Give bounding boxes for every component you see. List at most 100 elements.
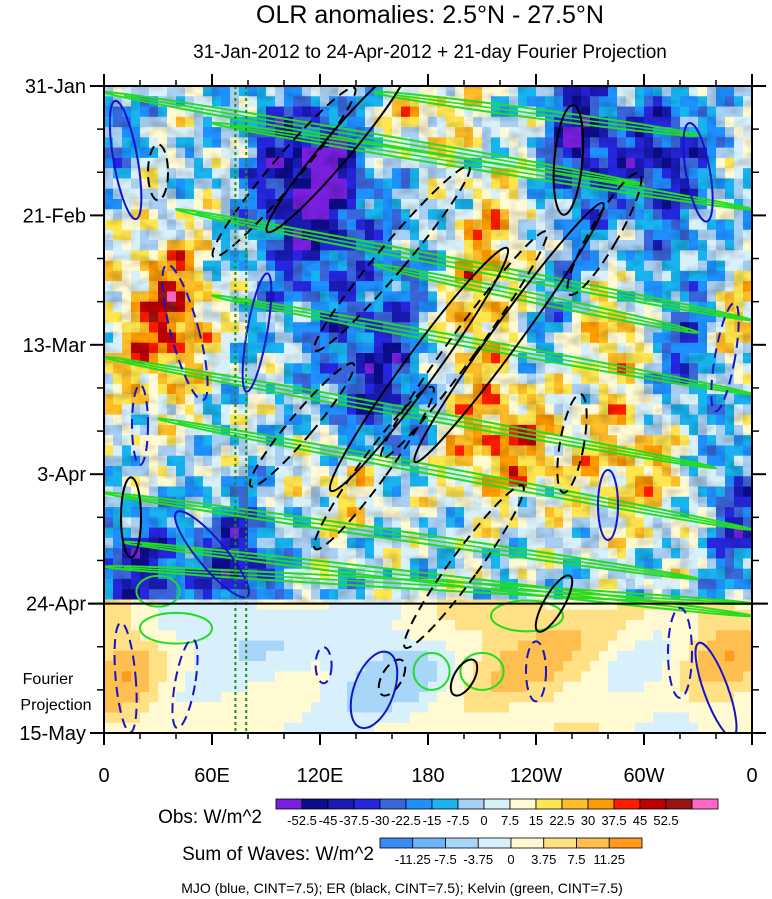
heat-cell (419, 650, 429, 662)
heat-cell (635, 650, 645, 662)
heat-cell (509, 671, 519, 683)
heat-cell (374, 712, 384, 724)
heat-cell (257, 630, 267, 642)
heat-cell (212, 609, 222, 621)
heat-cell (608, 661, 618, 672)
heat-cell (149, 691, 159, 703)
heat-cell (185, 630, 195, 642)
heat-cell (689, 650, 699, 662)
heat-cell (419, 712, 429, 724)
heat-cell (167, 630, 177, 642)
heat-cell (383, 671, 393, 683)
heat-cell (626, 722, 636, 733)
heat-cell (536, 691, 546, 703)
heat-cell (167, 661, 177, 672)
heat-cell (572, 691, 582, 703)
heat-cell (239, 681, 249, 693)
x-tick-label: 60E (194, 765, 230, 787)
heat-cell (626, 691, 636, 703)
heat-cell (518, 691, 528, 703)
heat-cell (698, 630, 708, 642)
heat-cell (257, 640, 267, 652)
er-contour (534, 574, 574, 633)
heat-cell (113, 681, 123, 693)
heat-cell (311, 722, 321, 733)
heat-cell (158, 640, 168, 652)
heat-cell (149, 599, 159, 611)
heat-cell (734, 671, 744, 683)
heat-cell (149, 712, 159, 724)
heat-cell (194, 650, 204, 662)
heat-cell (671, 722, 681, 733)
heat-cell (230, 620, 240, 631)
heat-cell (131, 640, 141, 652)
heat-cell (527, 599, 537, 611)
kelvin-contour-inner (123, 494, 689, 579)
heat-cell (635, 661, 645, 672)
heat-cell (239, 640, 249, 652)
heat-cell (509, 609, 519, 621)
heat-cell (248, 702, 258, 714)
obs-colorbar: -52.5 -45 -37.5 -30 -22.5 -15 -7.5 0 7.5 15 22.5 30… (275, 798, 719, 828)
heat-cell (230, 702, 240, 714)
heat-cell (374, 691, 384, 703)
heat-cell (419, 599, 429, 611)
kelvin-contour-inner (123, 94, 635, 184)
heat-cell (311, 599, 321, 611)
heat-cell (176, 722, 186, 733)
wave-colorbar-tick-label: -11.25 (395, 852, 431, 867)
heat-cell (140, 640, 150, 652)
heat-cell (482, 620, 492, 631)
heat-cell (410, 691, 420, 703)
kelvin-contour (412, 651, 451, 691)
heat-cell (518, 620, 528, 631)
heat-cell (518, 609, 528, 621)
heat-cell (554, 691, 564, 703)
heat-cell (707, 620, 717, 631)
heat-cell (140, 599, 150, 611)
heat-cell (581, 620, 591, 631)
mjo-contour (667, 606, 693, 699)
heat-cell (293, 712, 303, 724)
heat-cell (500, 650, 510, 662)
heat-cell (383, 630, 393, 642)
mjo-contour (314, 646, 333, 685)
heat-cell (149, 671, 159, 683)
heat-cell (293, 630, 303, 642)
heat-cell (707, 722, 717, 733)
heat-cell (122, 599, 132, 611)
heat-cell (734, 640, 744, 652)
obs-colorbar-tick-label: 0 (480, 813, 487, 828)
heat-cell (428, 722, 438, 733)
heat-cell (698, 620, 708, 631)
heat-cell (203, 640, 213, 652)
heat-cell (338, 702, 348, 714)
heat-cell (374, 640, 384, 652)
heat-cell (662, 599, 672, 611)
heat-cell (590, 722, 600, 733)
heat-cell (401, 661, 411, 672)
heat-cell (689, 609, 699, 621)
heat-cell (311, 620, 321, 631)
heat-cell (356, 661, 366, 672)
heat-cell (338, 630, 348, 642)
heat-cell (293, 661, 303, 672)
heat-cell (266, 661, 276, 672)
heat-cell (365, 640, 375, 652)
heat-cell (140, 702, 150, 714)
heat-cell (122, 640, 132, 652)
heat-cell (275, 599, 285, 611)
heat-cell (644, 609, 654, 621)
heat-cell (239, 661, 249, 672)
heat-cell (284, 691, 294, 703)
heat-cell (455, 609, 465, 621)
heat-cell (509, 691, 519, 703)
wave-colorbar-swatch (608, 837, 643, 849)
heat-cell (725, 599, 735, 611)
heat-cell (563, 722, 573, 733)
heat-cell (113, 702, 123, 714)
heat-cell (428, 599, 438, 611)
heat-cell (275, 640, 285, 652)
heat-cell (302, 671, 312, 683)
heat-cell (275, 702, 285, 714)
